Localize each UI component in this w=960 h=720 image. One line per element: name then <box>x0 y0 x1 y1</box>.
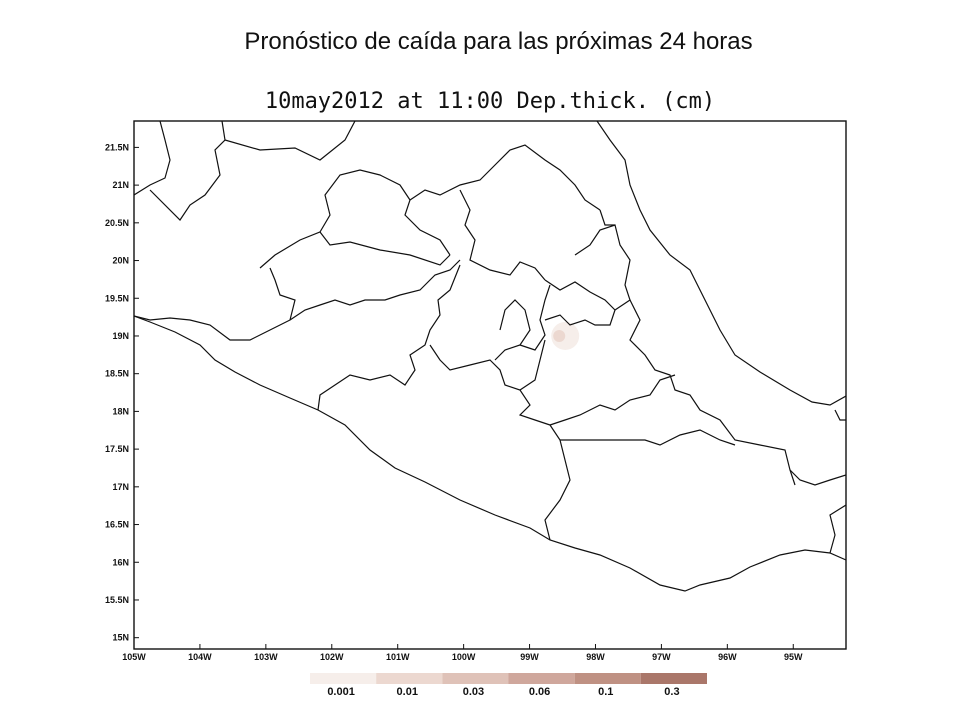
lat-tick-label: 21N <box>112 180 129 190</box>
slide-title: Pronóstico de caída para las próximas 24… <box>244 28 753 55</box>
lon-tick-label: 100W <box>452 652 476 662</box>
lon-tick-label: 101W <box>386 652 410 662</box>
longitude-ticks: 105W 104W 103W 102W 101W 100W 99W 98W 97W 96W 95W <box>122 644 803 662</box>
state-border-zacatecas <box>224 121 356 161</box>
legend-label: 0.1 <box>598 686 613 698</box>
state-border-jalisco-north <box>259 231 451 269</box>
lat-tick-label: 16N <box>112 557 129 567</box>
lat-tick-label: 20.5N <box>105 218 129 228</box>
color-legend: 0.001 0.01 0.03 0.06 0.1 0.3 <box>310 673 707 698</box>
state-border-michoacan <box>134 267 296 341</box>
state-border-puebla <box>519 339 676 426</box>
legend-label: 0.03 <box>463 686 484 698</box>
legend-swatch <box>508 673 575 684</box>
map-title: 10may2012 at 11:00 Dep.thick. (cm) <box>265 89 715 114</box>
lat-tick-label: 15N <box>112 633 129 643</box>
gulf-coastline <box>596 121 846 406</box>
state-border-aguascalientes <box>319 169 451 256</box>
legend-swatch <box>574 673 641 684</box>
lon-tick-label: 97W <box>652 652 671 662</box>
latitude-ticks: 21.5N 21N 20.5N 20N 19.5N 19N 18.5N 18N 17.5N 17N… <box>105 142 139 643</box>
legend-swatch <box>442 673 509 684</box>
lat-tick-label: 20N <box>112 256 129 266</box>
state-border-guanajuato-queretaro <box>459 189 546 281</box>
state-border-veracruz <box>599 209 796 486</box>
state-border-nayarit-jalisco <box>134 121 171 196</box>
state-border-nayarit <box>149 121 226 221</box>
state-border-tabasco <box>834 409 846 421</box>
lat-tick-label: 18N <box>112 406 129 416</box>
plume-inner <box>553 329 566 342</box>
lon-tick-label: 98W <box>586 652 605 662</box>
state-border-oaxaca-chiapas <box>789 469 846 554</box>
lat-tick-label: 18.5N <box>105 369 129 379</box>
state-border-sanluis <box>409 144 601 211</box>
state-border-michoacan-guerrero <box>317 264 461 411</box>
state-border-oaxaca <box>560 429 736 446</box>
lat-tick-label: 15.5N <box>105 595 129 605</box>
state-border-michoacan-guanajuato <box>289 259 461 321</box>
state-border-hidalgo <box>544 279 616 326</box>
state-border-hidalgo-veracruz <box>574 224 631 311</box>
ash-plume <box>551 321 580 350</box>
legend-label: 0.06 <box>529 686 550 698</box>
legend-label: 0.001 <box>327 686 355 698</box>
lat-tick-label: 17N <box>112 482 129 492</box>
lon-tick-label: 102W <box>320 652 344 662</box>
lon-tick-label: 104W <box>188 652 212 662</box>
lat-tick-label: 17.5N <box>105 444 129 454</box>
lon-tick-label: 103W <box>254 652 278 662</box>
pacific-coastline <box>134 315 846 592</box>
legend-swatch <box>376 673 443 684</box>
legend-label: 0.01 <box>397 686 418 698</box>
lat-tick-label: 19N <box>112 331 129 341</box>
lon-tick-label: 95W <box>784 652 803 662</box>
state-border-cdmx-morelos <box>494 299 531 361</box>
lon-tick-label: 99W <box>520 652 539 662</box>
state-borders <box>134 121 846 592</box>
legend-label: 0.3 <box>664 686 679 698</box>
legend-swatch <box>640 673 707 684</box>
lon-tick-label: 105W <box>122 652 146 662</box>
state-border-morelos <box>519 284 551 351</box>
legend-swatch <box>310 673 377 684</box>
plot-frame <box>133 120 847 650</box>
lon-tick-label: 96W <box>718 652 737 662</box>
lat-tick-label: 19.5N <box>105 293 129 303</box>
lat-tick-label: 16.5N <box>105 520 129 530</box>
state-border-edomex <box>429 344 551 426</box>
lat-tick-label: 21.5N <box>105 142 129 152</box>
